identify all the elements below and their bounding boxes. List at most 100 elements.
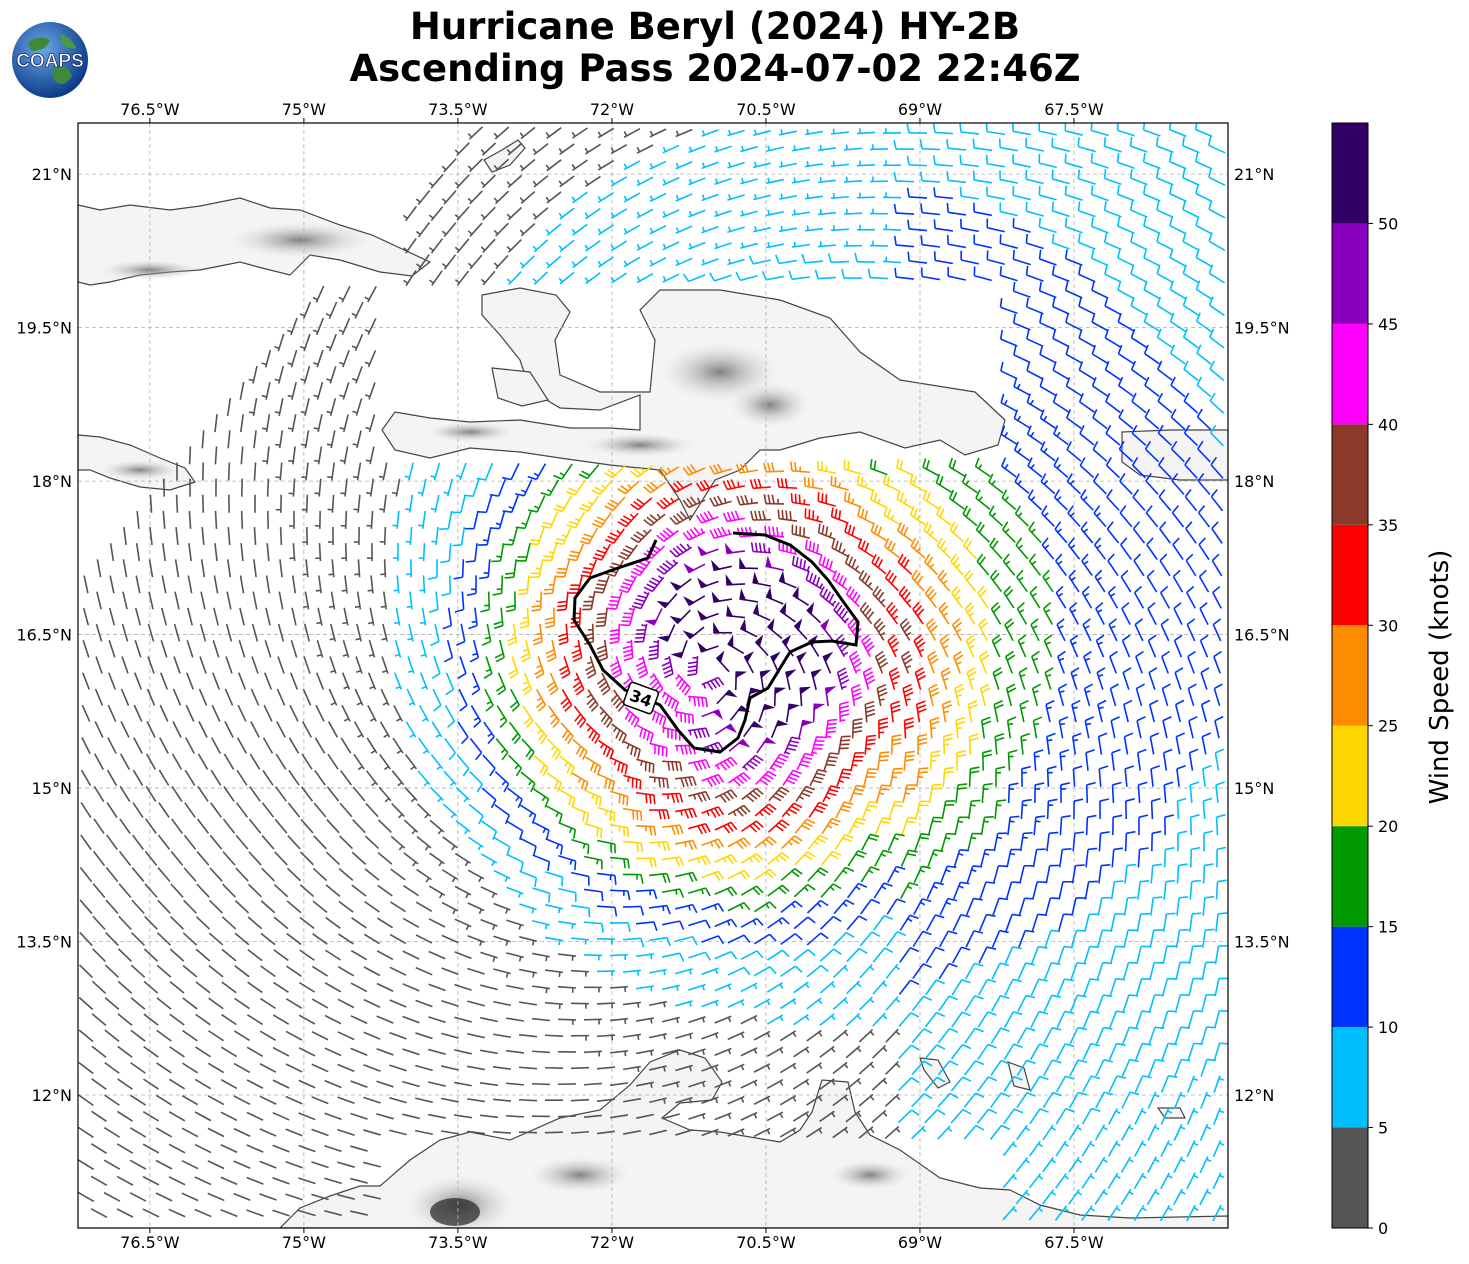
wind-barb xyxy=(1195,184,1213,203)
wind-barb xyxy=(804,128,824,136)
wind-barb xyxy=(1104,265,1122,283)
wind-barb xyxy=(480,174,496,189)
wind-barb xyxy=(454,206,470,221)
wind-barb xyxy=(986,250,1005,266)
wind-barb xyxy=(675,257,693,267)
wind-barb xyxy=(493,190,510,205)
wind-barb xyxy=(261,349,272,368)
wind-barb xyxy=(493,222,509,237)
wind-barb xyxy=(843,144,863,151)
wind-barb xyxy=(261,381,271,400)
wind-barb xyxy=(1025,233,1044,250)
wind-barb xyxy=(830,160,850,167)
wind-barb xyxy=(1103,201,1122,218)
wind-barb xyxy=(1026,361,1044,380)
wind-barb xyxy=(1051,169,1070,185)
wind-barb xyxy=(1091,313,1109,332)
wind-barb xyxy=(1013,409,1031,429)
wind-barb xyxy=(403,270,417,287)
colorbar-tick-label: 25 xyxy=(1378,717,1398,736)
wind-barb xyxy=(727,161,745,169)
wind-barb xyxy=(1090,185,1109,202)
wind-barb xyxy=(893,235,915,248)
wind-barb xyxy=(893,203,915,215)
wind-barb xyxy=(1156,232,1174,251)
wind-barb xyxy=(287,317,298,336)
wind-barb xyxy=(1195,312,1212,333)
hispaniola-landmass xyxy=(381,287,1006,522)
wind-barb xyxy=(1103,233,1122,251)
wind-barb xyxy=(1116,123,1135,137)
wind-barb xyxy=(701,193,719,202)
wind-barb xyxy=(1194,123,1213,138)
wind-barb xyxy=(791,177,811,184)
lat-tick-label-right: 13.5°N xyxy=(1234,933,1290,952)
wind-barb xyxy=(571,191,588,204)
wind-barb xyxy=(493,158,510,172)
wind-barb xyxy=(779,161,797,168)
wind-barb xyxy=(480,238,496,254)
wind-barb xyxy=(313,414,323,433)
wind-barb xyxy=(1078,361,1096,381)
wind-barb xyxy=(338,285,351,303)
map-area: 34 xyxy=(78,123,1228,1228)
wind-barb xyxy=(571,255,588,269)
wind-barb xyxy=(1051,201,1070,218)
wind-barb xyxy=(827,253,850,264)
wind-barb xyxy=(287,349,298,368)
coaps-logo: COAPS xyxy=(12,22,88,98)
colorbar-segment xyxy=(1332,725,1368,827)
wind-barb xyxy=(1209,328,1225,349)
wind-barb xyxy=(1091,376,1108,397)
wind-barb xyxy=(869,144,889,151)
wind-barb xyxy=(946,139,967,151)
wind-barb xyxy=(714,145,732,153)
wind-barb xyxy=(266,478,270,497)
wind-barb xyxy=(531,1082,551,1086)
wind-barb xyxy=(843,176,863,183)
wind-barb xyxy=(856,160,876,167)
colorbar-segment xyxy=(1332,223,1368,324)
bahamas-island xyxy=(483,139,526,173)
wind-barb xyxy=(869,208,889,215)
wind-barb xyxy=(830,128,850,135)
lon-tick-label-bottom: 76.5°W xyxy=(120,1233,180,1252)
wind-barb xyxy=(779,193,797,200)
lon-tick-label-top: 67.5°W xyxy=(1044,100,1104,119)
wind-barb xyxy=(817,209,837,216)
wind-barb xyxy=(545,223,562,237)
wind-barb xyxy=(441,222,457,238)
wind-barb xyxy=(1038,185,1057,201)
lat-tick-label-left: 18°N xyxy=(32,472,72,491)
wind-barb xyxy=(1116,216,1135,235)
wind-barb xyxy=(766,209,784,217)
wind-barb xyxy=(610,176,628,187)
wind-barb xyxy=(882,128,902,135)
wind-barb xyxy=(287,381,297,400)
wind-barb xyxy=(1011,123,1032,136)
wind-barb xyxy=(919,139,941,151)
wind-barb xyxy=(248,398,258,417)
wind-barb xyxy=(735,271,758,282)
wind-barb xyxy=(947,266,966,281)
wind-barb xyxy=(519,223,536,237)
wind-barb xyxy=(584,239,601,252)
wind-barb xyxy=(1117,248,1135,267)
wind-barb xyxy=(1208,168,1226,187)
wind-barb xyxy=(287,414,297,433)
wind-barb xyxy=(467,222,483,237)
wind-barb xyxy=(1168,152,1187,170)
wind-barb xyxy=(688,145,706,154)
wind-barb xyxy=(804,161,824,168)
wind-barb xyxy=(325,333,337,352)
wind-barb xyxy=(1064,281,1083,299)
wind-barb xyxy=(571,223,588,236)
wind-barb xyxy=(882,256,902,264)
wind-barb xyxy=(441,190,457,205)
wind-barb xyxy=(636,176,654,187)
wind-barb xyxy=(867,268,889,280)
wind-barb xyxy=(999,298,1018,315)
wind-barb xyxy=(1077,137,1096,153)
wind-barb xyxy=(1064,217,1083,234)
wind-barb xyxy=(985,154,1006,168)
